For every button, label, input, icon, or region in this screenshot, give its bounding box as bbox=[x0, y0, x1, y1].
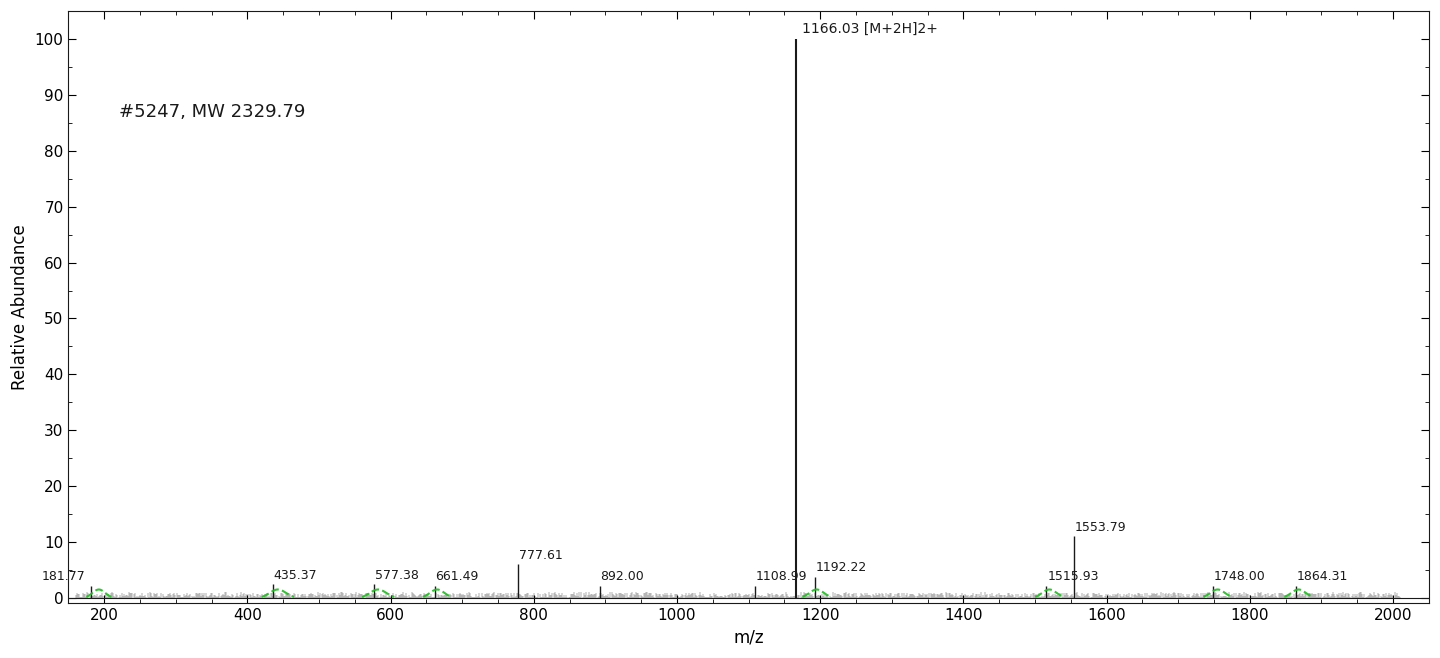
Text: 1864.31: 1864.31 bbox=[1296, 570, 1348, 584]
Text: 577.38: 577.38 bbox=[376, 569, 419, 582]
Text: 181.77: 181.77 bbox=[42, 570, 85, 584]
Text: 1748.00: 1748.00 bbox=[1214, 570, 1266, 584]
Y-axis label: Relative Abundance: Relative Abundance bbox=[12, 224, 29, 390]
Text: 1108.99: 1108.99 bbox=[756, 570, 808, 584]
Text: 892.00: 892.00 bbox=[600, 570, 644, 584]
Text: 1166.03 [M+2H]2+: 1166.03 [M+2H]2+ bbox=[802, 22, 937, 36]
Text: 435.37: 435.37 bbox=[274, 569, 317, 582]
Text: 661.49: 661.49 bbox=[435, 570, 478, 584]
Text: 777.61: 777.61 bbox=[518, 549, 562, 562]
Text: #5247, MW 2329.79: #5247, MW 2329.79 bbox=[118, 103, 305, 120]
X-axis label: m/z: m/z bbox=[733, 629, 765, 647]
Text: 1515.93: 1515.93 bbox=[1047, 570, 1099, 584]
Text: 1192.22: 1192.22 bbox=[815, 561, 867, 574]
Text: 1553.79: 1553.79 bbox=[1074, 521, 1126, 534]
